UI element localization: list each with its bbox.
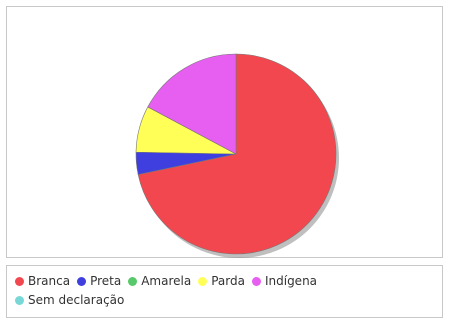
chart-area <box>6 6 443 258</box>
legend-item: Preta <box>77 272 121 291</box>
legend-swatch <box>15 277 24 286</box>
legend-item: Indígena <box>251 272 318 291</box>
legend-swatch <box>198 277 208 286</box>
legend-label: Sem declaração <box>28 293 125 307</box>
legend-item: Branca <box>15 272 70 291</box>
pie-chart <box>135 53 339 258</box>
legend-item: Sem declaração <box>15 291 124 310</box>
legend-row: Sem declaração <box>15 291 434 310</box>
pie-slice-indigena <box>147 53 237 155</box>
legend-swatch <box>77 277 87 286</box>
legend-label: Amarela <box>141 274 192 288</box>
legend-label: Branca <box>28 274 71 288</box>
legend-item: Parda <box>198 272 245 291</box>
legend-label: Preta <box>90 274 122 288</box>
legend-row: Branca Preta Amarela Parda Indígena <box>15 272 434 291</box>
pie-slice-branca <box>137 53 337 255</box>
legend-label: Indígena <box>264 274 318 288</box>
legend-item: Amarela <box>128 272 191 291</box>
legend-swatch <box>15 296 24 305</box>
chart-legend: Branca Preta Amarela Parda Indígena Sem decl… <box>6 265 443 318</box>
legend-label: Parda <box>211 274 245 288</box>
legend-swatch <box>128 277 138 286</box>
legend-swatch <box>251 277 261 286</box>
